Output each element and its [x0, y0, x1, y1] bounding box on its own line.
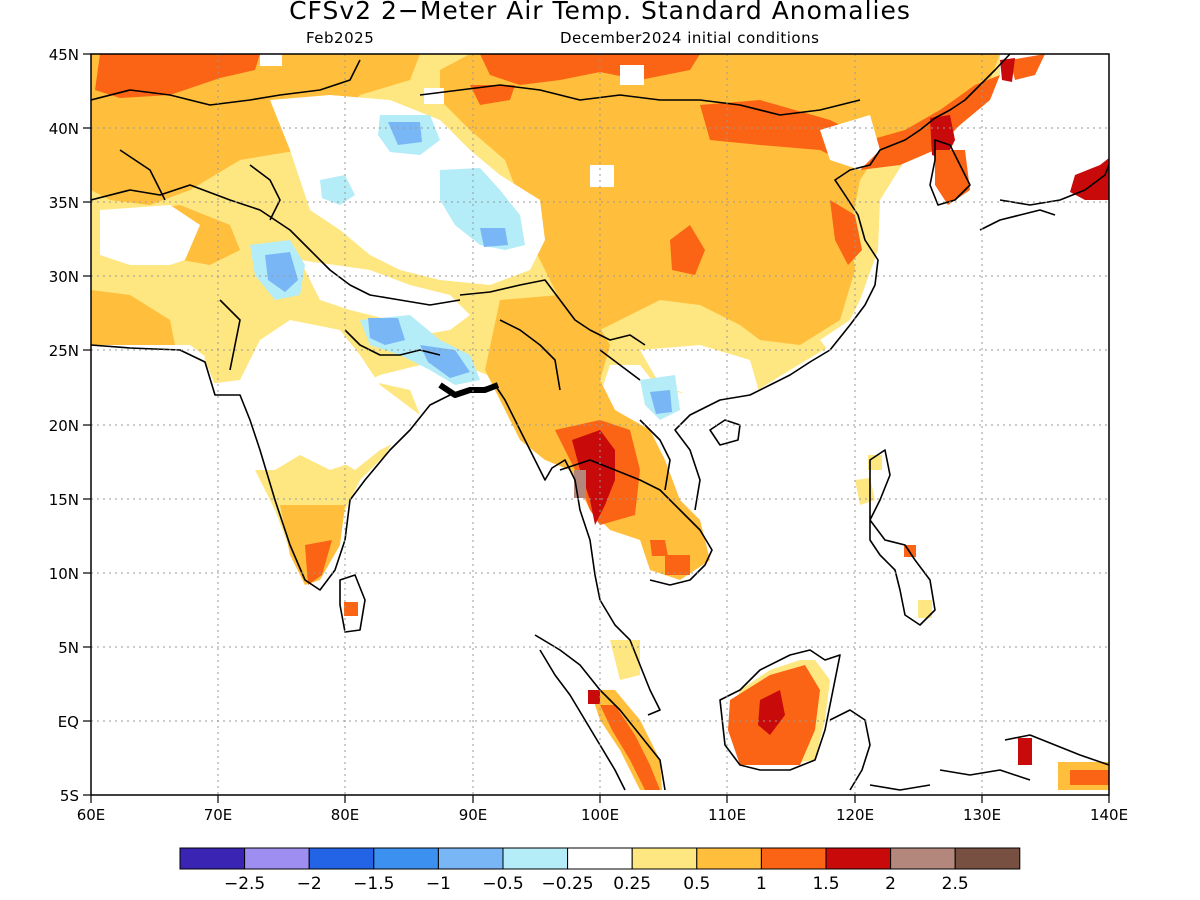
- lon-label: 60E: [77, 806, 106, 824]
- anomaly-region-red-north-india: [470, 85, 515, 105]
- anomaly-region-yellow-luzon: [855, 455, 882, 505]
- anomaly-cell-white-gobi: [590, 165, 614, 187]
- colorbar-swatch: [760, 847, 827, 870]
- anomaly-region-darkred-borneo: [758, 690, 785, 735]
- anomaly-region-red-central-china: [670, 225, 705, 275]
- anomaly-region-white-ne-china: [820, 115, 880, 170]
- colorbar-label: −1: [426, 874, 451, 894]
- colorbar-swatch: [437, 847, 504, 870]
- forecast-month: Feb2025: [306, 29, 375, 47]
- lat-label: 5N: [58, 639, 79, 657]
- anomaly-region-red-mongolia: [480, 54, 700, 85]
- initial-conditions-label: December2024 initial conditions: [560, 29, 820, 47]
- anomaly-region-blue-bengal: [368, 318, 470, 378]
- anomaly-region-darkred-thailand: [572, 430, 615, 525]
- colorbar-swatch: [890, 847, 956, 870]
- lat-label: 30N: [49, 268, 79, 286]
- colorbar-swatch: [244, 847, 310, 870]
- colorbar-label: −2.5: [224, 874, 265, 894]
- lon-label: 70E: [204, 806, 233, 824]
- lon-label: 130E: [963, 806, 1001, 824]
- colorbar-swatch: [373, 847, 439, 870]
- anomaly-region-blue-tarim: [388, 122, 422, 145]
- lat-label: 5S: [60, 787, 79, 805]
- anomaly-region-blue-vietnam: [650, 390, 672, 414]
- colorbar-swatch: [631, 847, 698, 870]
- anomaly-region-darkred-bird-head: [1018, 738, 1032, 765]
- colorbar-swatch: [825, 847, 892, 870]
- anomaly-region-red-manchuria: [700, 75, 1000, 170]
- anomaly-region-cyan-kashmir: [320, 175, 355, 205]
- lon-label: 90E: [459, 806, 488, 824]
- anomaly-region-red-vietnam: [650, 540, 690, 575]
- colorbar-swatch: [567, 847, 633, 870]
- graticule: [91, 54, 1109, 795]
- colorbar-label: −1.5: [353, 874, 394, 894]
- anomaly-region-orange-iran: [91, 290, 175, 345]
- colorbar-label: 1.5: [812, 874, 839, 894]
- lat-label: 35N: [49, 194, 79, 212]
- lon-label: 140E: [1090, 806, 1128, 824]
- anomaly-region-red-hokkaido: [1010, 54, 1045, 80]
- anomaly-region-white-pakistan: [100, 205, 200, 265]
- lon-label: 80E: [331, 806, 360, 824]
- coastlines: [91, 54, 1109, 791]
- colorbar-label: −0.25: [542, 874, 594, 894]
- colorbar-label: −0.5: [482, 874, 523, 894]
- lon-label: 100E: [581, 806, 619, 824]
- latitude-labels: 45N 40N 35N 30N 25N 20N 15N 10N 5N EQ 5S: [49, 46, 79, 805]
- anomaly-region-blue-tibet: [480, 228, 508, 247]
- lat-label: 10N: [49, 565, 79, 583]
- map-title: CFSv2 2−Meter Air Temp. Standard Anomali…: [289, 0, 911, 25]
- anomaly-region-white-south-china-coast: [820, 295, 880, 365]
- anomaly-region-blue-pakistan: [265, 252, 298, 292]
- anomaly-cell-white-kaz: [260, 54, 282, 66]
- anomaly-region-red-india-tip: [305, 540, 332, 585]
- anomaly-region-darkred-japan: [1070, 158, 1109, 200]
- axis-ticks: [83, 53, 1110, 803]
- lat-label: 45N: [49, 46, 79, 64]
- anomaly-region-red-sumatra: [600, 705, 660, 790]
- colorbar-swatch: [308, 847, 375, 870]
- anomaly-region-darkred-korea: [930, 115, 955, 160]
- colorbar-swatch: [502, 847, 569, 870]
- anomaly-region-red-kazakhstan: [95, 54, 260, 98]
- lon-label: 110E: [708, 806, 746, 824]
- colorbar-label: 1: [756, 874, 767, 894]
- anomaly-cell-white-mongolia: [424, 88, 444, 104]
- colorbar-label: −2: [297, 874, 322, 894]
- lat-label: 25N: [49, 342, 79, 360]
- colorbar: −2.5 −2 −1.5 −1 −0.5 −0.25 0.25 0.5 1 1.5 2 2.5: [179, 847, 1021, 894]
- anomaly-cell-sri-lanka: [344, 602, 358, 616]
- anomaly-region-yellow-mindanao: [918, 600, 932, 618]
- longitude-labels: 60E 70E 80E 90E 100E 110E 120E 130E 140E: [77, 806, 1128, 824]
- colorbar-swatch: [696, 847, 762, 870]
- lat-label: EQ: [58, 713, 79, 731]
- colorbar-label: 2.5: [942, 874, 969, 894]
- anomaly-cell-white-siberia: [620, 65, 644, 85]
- colorbar-label: 0.25: [613, 874, 651, 894]
- anomaly-region-darkred-sakhalin: [1000, 58, 1015, 82]
- anomaly-region-red-korea: [935, 150, 970, 205]
- colorbar-label: 0.5: [683, 874, 710, 894]
- lat-label: 40N: [49, 120, 79, 138]
- lon-label: 120E: [836, 806, 874, 824]
- colorbar-swatch: [179, 847, 246, 870]
- anomaly-region-yellow-malaysia: [610, 640, 640, 680]
- colorbar-label: 2: [885, 874, 896, 894]
- anomaly-cell-darkred-sumatra: [588, 690, 600, 704]
- anomaly-region-red-east-china: [830, 200, 862, 265]
- colorbar-swatch: [954, 847, 1021, 870]
- lat-label: 15N: [49, 491, 79, 509]
- lat-label: 20N: [49, 417, 79, 435]
- anomaly-region-red-newguinea: [1070, 770, 1109, 785]
